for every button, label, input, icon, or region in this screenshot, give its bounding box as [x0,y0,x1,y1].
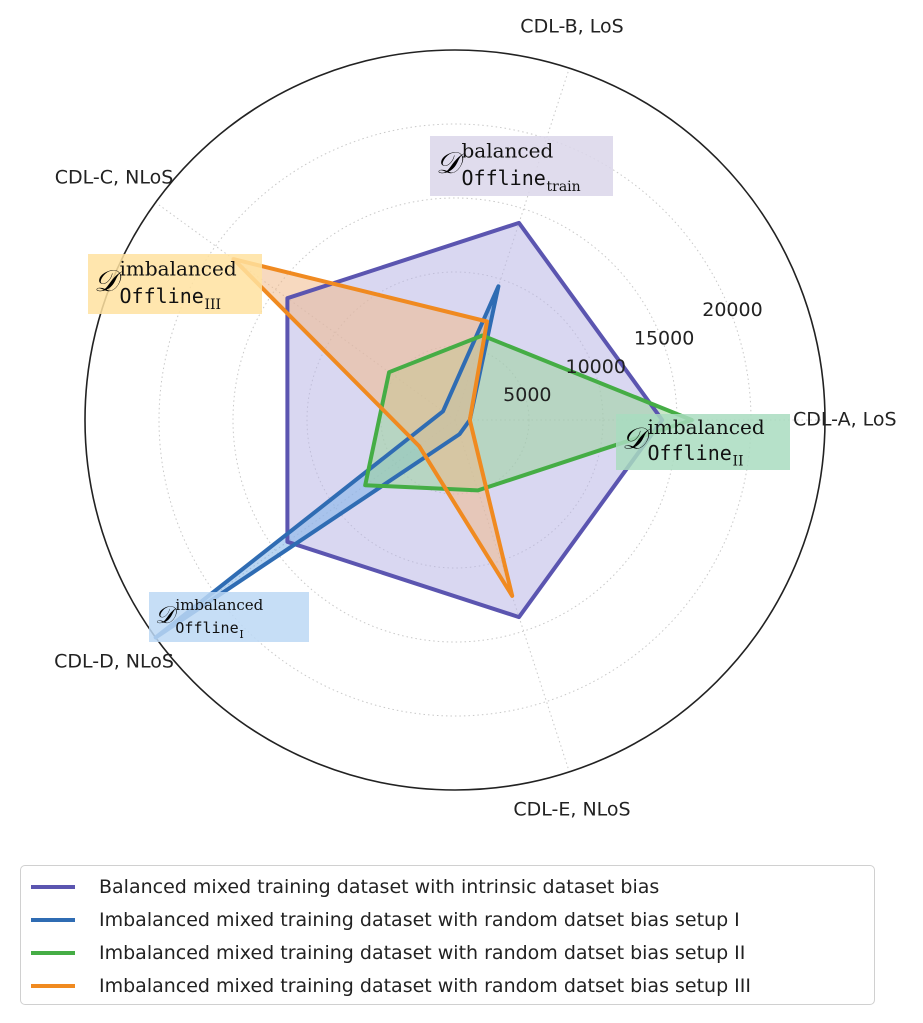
legend-label: Imbalanced mixed training dataset with r… [99,974,751,997]
legend-swatch [31,917,75,922]
annotation-background [149,592,309,642]
axis-labels: CDL-A, LoS CDL-B, LoS CDL-C, NLoS CDL-D, NL… [54,16,897,821]
annotation-background [430,136,613,196]
axis-label: CDL-B, LoS [520,16,623,38]
radial-tick-label: 20000 [702,299,762,321]
radial-tick-label: 15000 [634,328,694,350]
radar-chart: CDL-A, LoS CDL-B, LoS CDL-C, NLoS CDL-D, NL… [54,16,897,821]
annotation-subsubscript: II [733,454,744,470]
annotation-subsubscript: III [205,297,222,313]
annotation-superscript: imbalanced [648,415,765,439]
legend-label: Imbalanced mixed training dataset with r… [99,941,746,964]
series-line [231,257,515,598]
annotation-superscript: balanced [462,139,554,163]
legend-label: Balanced mixed training dataset with int… [99,875,660,898]
annotation-superscript: imbalanced [120,257,237,281]
annotation-background [88,254,262,314]
radial-tick-label: 5000 [503,384,551,406]
radial-tick-label: 10000 [566,356,626,378]
annotation-subscript: Offline [120,284,204,308]
axis-label: CDL-D, NLoS [54,651,174,673]
series-area [233,259,513,596]
annotation-subscript: Offline [462,166,546,190]
legend-label: Imbalanced mixed training dataset with r… [99,908,740,931]
annotation-subscript: Offline [648,441,732,465]
series-line [363,333,694,493]
legend-entry: Imbalanced mixed training dataset with r… [31,969,874,1002]
legend-entry: Balanced mixed training dataset with int… [31,870,874,903]
legend-swatch [31,884,75,889]
radial-tick-labels: 5000 10000 15000 20000 [503,299,763,406]
series-line [153,284,501,640]
series-line [285,220,665,620]
legend-entry: Imbalanced mixed training dataset with r… [31,903,874,936]
annotation-subscript: Offline [175,619,238,637]
axis-label: CDL-C, NLoS [55,167,174,189]
legend-swatch [31,983,75,988]
axis-label: CDL-E, NLoS [513,799,630,821]
outer-ring [84,49,826,791]
axis-label: CDL-A, LoS [793,409,897,431]
annotation-subsubscript: train [547,179,581,195]
annotation-subsubscript: I [239,628,243,641]
radar-series [153,220,694,640]
legend: Balanced mixed training dataset with int… [20,865,875,1005]
legend-swatch [31,950,75,955]
legend-entry: Imbalanced mixed training dataset with r… [31,936,874,969]
annotation-background [616,414,790,470]
annotation-superscript: imbalanced [175,596,263,614]
